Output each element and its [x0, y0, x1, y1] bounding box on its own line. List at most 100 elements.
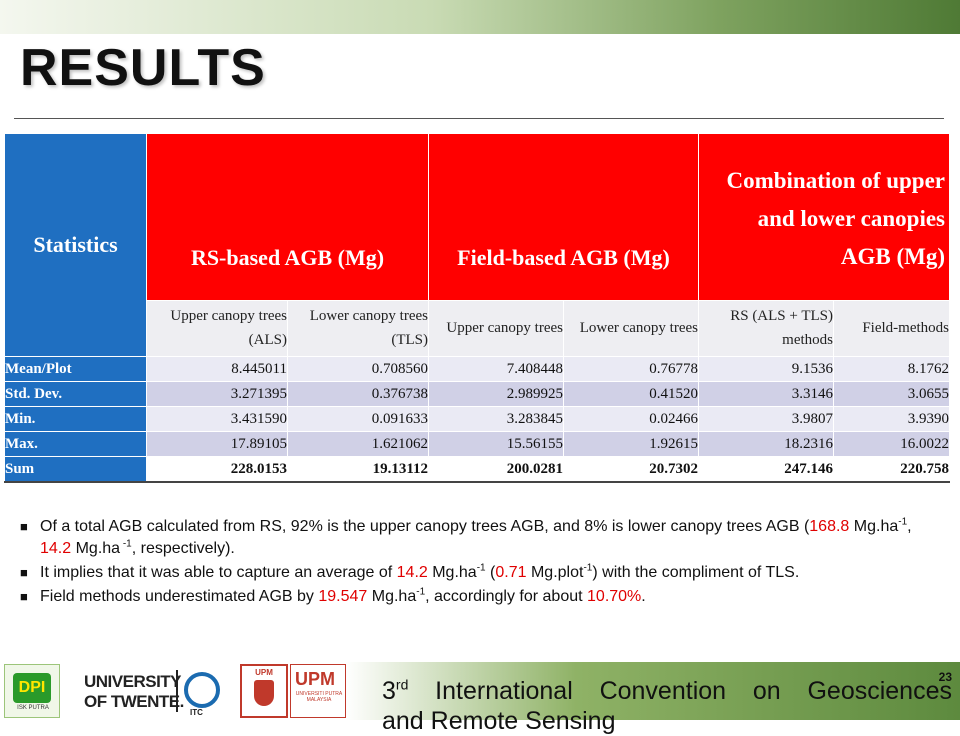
highlight-value: 10.70% [587, 588, 642, 605]
table-group-header-row: Statistics RS-based AGB (Mg) Field-based… [4, 133, 950, 357]
crest-icon [254, 680, 274, 706]
row-label: Max. [4, 431, 147, 457]
table-row-sum: Sum 228.0153 19.13112 200.0281 20.7302 2… [4, 456, 950, 483]
conference-title-line2: and Remote Sensing [382, 707, 616, 735]
dpi-logo: DPI ISK PUTRA [4, 664, 60, 718]
bullet-text: , accordingly for about [425, 588, 588, 605]
dpi-logo-mark: DPI [13, 673, 51, 703]
upm-crest-label: UPM [255, 668, 273, 677]
table-cell: 228.0153 [146, 456, 288, 483]
highlight-value: 168.8 [809, 518, 850, 535]
itc-logo-icon [184, 672, 220, 708]
twente-logo-line1: UNIVERSITY [84, 672, 182, 691]
conference-title: 3rd International Convention on Geoscien… [382, 676, 952, 706]
footer-band [0, 662, 960, 720]
row-label: Sum [4, 456, 147, 483]
table-cell: 3.0655 [833, 381, 950, 407]
top-decorative-band [0, 0, 960, 34]
table-cell: 19.13112 [287, 456, 429, 483]
table-sub-header-row: Upper canopy trees (ALS) Lower canopy tr… [5, 299, 950, 358]
bullet-text: It implies that it was able to capture a… [40, 564, 397, 581]
table-cell: 3.9390 [833, 406, 950, 432]
table-cell: 3.283845 [428, 406, 564, 432]
bullet-text: Mg.ha [71, 540, 121, 557]
bullet-text: ) with the compliment of TLS. [592, 564, 800, 581]
page-number: 23 [938, 670, 952, 684]
sub-header-rs-methods: RS (ALS + TLS) methods [698, 299, 834, 358]
table-cell: 8.1762 [833, 356, 950, 382]
table-cell: 1.92615 [563, 431, 699, 457]
bullet-text: Mg.ha [367, 588, 417, 605]
twente-logo-line2: OF TWENTE. [84, 692, 184, 711]
table-cell: 18.2316 [698, 431, 834, 457]
conference-line1: International Convention on Geosciences [435, 677, 952, 705]
table-cell: 0.708560 [287, 356, 429, 382]
title-divider [14, 118, 944, 119]
superscript: -1 [898, 516, 908, 528]
bullet-text: ( [485, 564, 496, 581]
row-label: Min. [4, 406, 147, 432]
highlight-value: 14.2 [396, 564, 428, 581]
findings-list: ■ Of a total AGB calculated from RS, 92%… [18, 516, 938, 610]
row-label: Std. Dev. [4, 381, 147, 407]
bullet-text: Mg.ha [427, 564, 477, 581]
upm-wordmark: UPM [295, 669, 335, 689]
highlight-value: 14.2 [40, 540, 72, 557]
table-cell: 15.56155 [428, 431, 564, 457]
row-label: Mean/Plot [4, 356, 147, 382]
bullet-text: , respectively). [131, 540, 235, 557]
sub-header-field-methods: Field-methods [833, 299, 950, 358]
logo-separator [176, 670, 178, 712]
table-cell: 0.41520 [563, 381, 699, 407]
rs-based-agb-header: RS-based AGB (Mg) [146, 133, 429, 301]
highlight-value: 19.547 [318, 588, 368, 605]
bullet-text: Of a total AGB calculated from RS, 92% i… [40, 518, 810, 535]
sub-header-upper-field: Upper canopy trees [428, 299, 564, 358]
sub-header-upper-als: Upper canopy trees (ALS) [146, 299, 288, 358]
list-item: ■ Of a total AGB calculated from RS, 92%… [18, 516, 938, 560]
superscript: -1 [416, 586, 426, 598]
dpi-logo-caption: ISK PUTRA [17, 705, 49, 711]
table-cell: 0.02466 [563, 406, 699, 432]
sub-header-lower-tls: Lower canopy trees (TLS) [287, 299, 429, 358]
table-cell: 3.271395 [146, 381, 288, 407]
itc-logo-label: ITC [190, 708, 203, 717]
list-item: ■ It implies that it was able to capture… [18, 562, 938, 584]
superscript: -1 [476, 562, 486, 574]
table-cell: 8.445011 [146, 356, 288, 382]
highlight-value: 0.71 [495, 564, 527, 581]
statistics-header: Statistics [4, 133, 147, 357]
results-table: Statistics RS-based AGB (Mg) Field-based… [4, 133, 950, 483]
table-cell: 220.758 [833, 456, 950, 483]
table-cell: 0.76778 [563, 356, 699, 382]
table-row: Min. 3.431590 0.091633 3.283845 0.02466 … [4, 406, 950, 432]
bullet-text: Mg.ha [849, 518, 899, 535]
square-bullet-icon: ■ [20, 589, 28, 604]
table-cell: 9.1536 [698, 356, 834, 382]
conference-number: 3 [382, 677, 396, 705]
bullet-text: Field methods underestimated AGB by [40, 588, 319, 605]
bullet-text: , [907, 518, 912, 535]
square-bullet-icon: ■ [20, 519, 28, 534]
field-based-agb-header: Field-based AGB (Mg) [428, 133, 699, 301]
table-cell: 3.9807 [698, 406, 834, 432]
upm-caption: UNIVERSITI PUTRA MALAYSIA [295, 691, 343, 703]
table-cell: 20.7302 [563, 456, 699, 483]
table-cell: 200.0281 [428, 456, 564, 483]
list-item: ■ Field methods underestimated AGB by 19… [18, 586, 938, 608]
table-cell: 0.091633 [287, 406, 429, 432]
table-cell: 17.89105 [146, 431, 288, 457]
table-cell: 2.989925 [428, 381, 564, 407]
upm-crest-logo: UPM [240, 664, 288, 718]
sub-header-lower-field: Lower canopy trees [563, 299, 699, 358]
table-row: Mean/Plot 8.445011 0.708560 7.408448 0.7… [4, 356, 950, 382]
table-row: Std. Dev. 3.271395 0.376738 2.989925 0.4… [4, 381, 950, 407]
table-cell: 3.431590 [146, 406, 288, 432]
table-cell: 3.3146 [698, 381, 834, 407]
superscript: -1 [120, 538, 132, 550]
slide-title: RESULTS [20, 39, 266, 97]
bullet-text: Mg.plot [526, 564, 584, 581]
table-cell: 0.376738 [287, 381, 429, 407]
upm-wordmark-logo: UPM UNIVERSITI PUTRA MALAYSIA [290, 664, 346, 718]
table-cell: 7.408448 [428, 356, 564, 382]
